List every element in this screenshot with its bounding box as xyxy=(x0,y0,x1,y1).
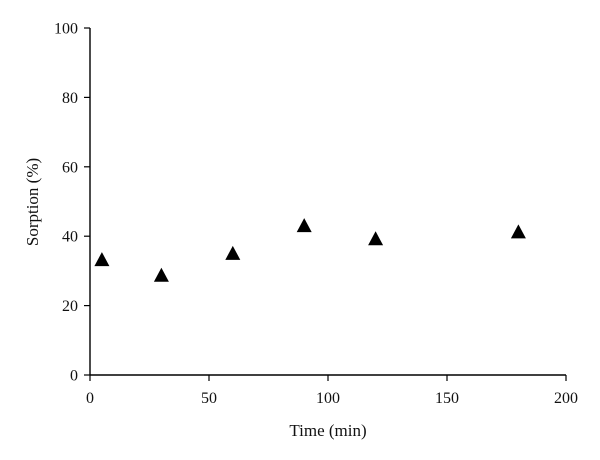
data-point-triangle xyxy=(296,218,312,233)
x-tick-label: 50 xyxy=(201,390,217,407)
data-point-triangle xyxy=(368,231,384,246)
y-tick-label: 0 xyxy=(70,368,78,385)
data-point-triangle xyxy=(94,252,110,267)
axes xyxy=(89,28,566,376)
x-tick-label: 200 xyxy=(554,390,578,407)
data-points xyxy=(94,218,526,282)
y-ticks: 0 20 40 60 80 100 xyxy=(54,21,90,385)
data-point-triangle xyxy=(225,245,241,260)
x-tick-label: 150 xyxy=(435,390,459,407)
y-tick-label: 80 xyxy=(62,90,78,107)
x-axis-title: Time (min) xyxy=(289,421,366,440)
x-tick-label: 100 xyxy=(316,390,340,407)
data-point-triangle xyxy=(153,267,169,282)
y-tick-label: 100 xyxy=(54,21,78,38)
y-axis-title: Sorption (%) xyxy=(23,158,42,246)
y-tick-label: 60 xyxy=(62,159,78,176)
y-tick-label: 20 xyxy=(62,298,78,315)
x-tick-label: 0 xyxy=(86,390,94,407)
y-tick-label: 40 xyxy=(62,229,78,246)
data-point-triangle xyxy=(510,224,526,239)
x-ticks: 0 50 100 150 200 xyxy=(86,375,578,407)
